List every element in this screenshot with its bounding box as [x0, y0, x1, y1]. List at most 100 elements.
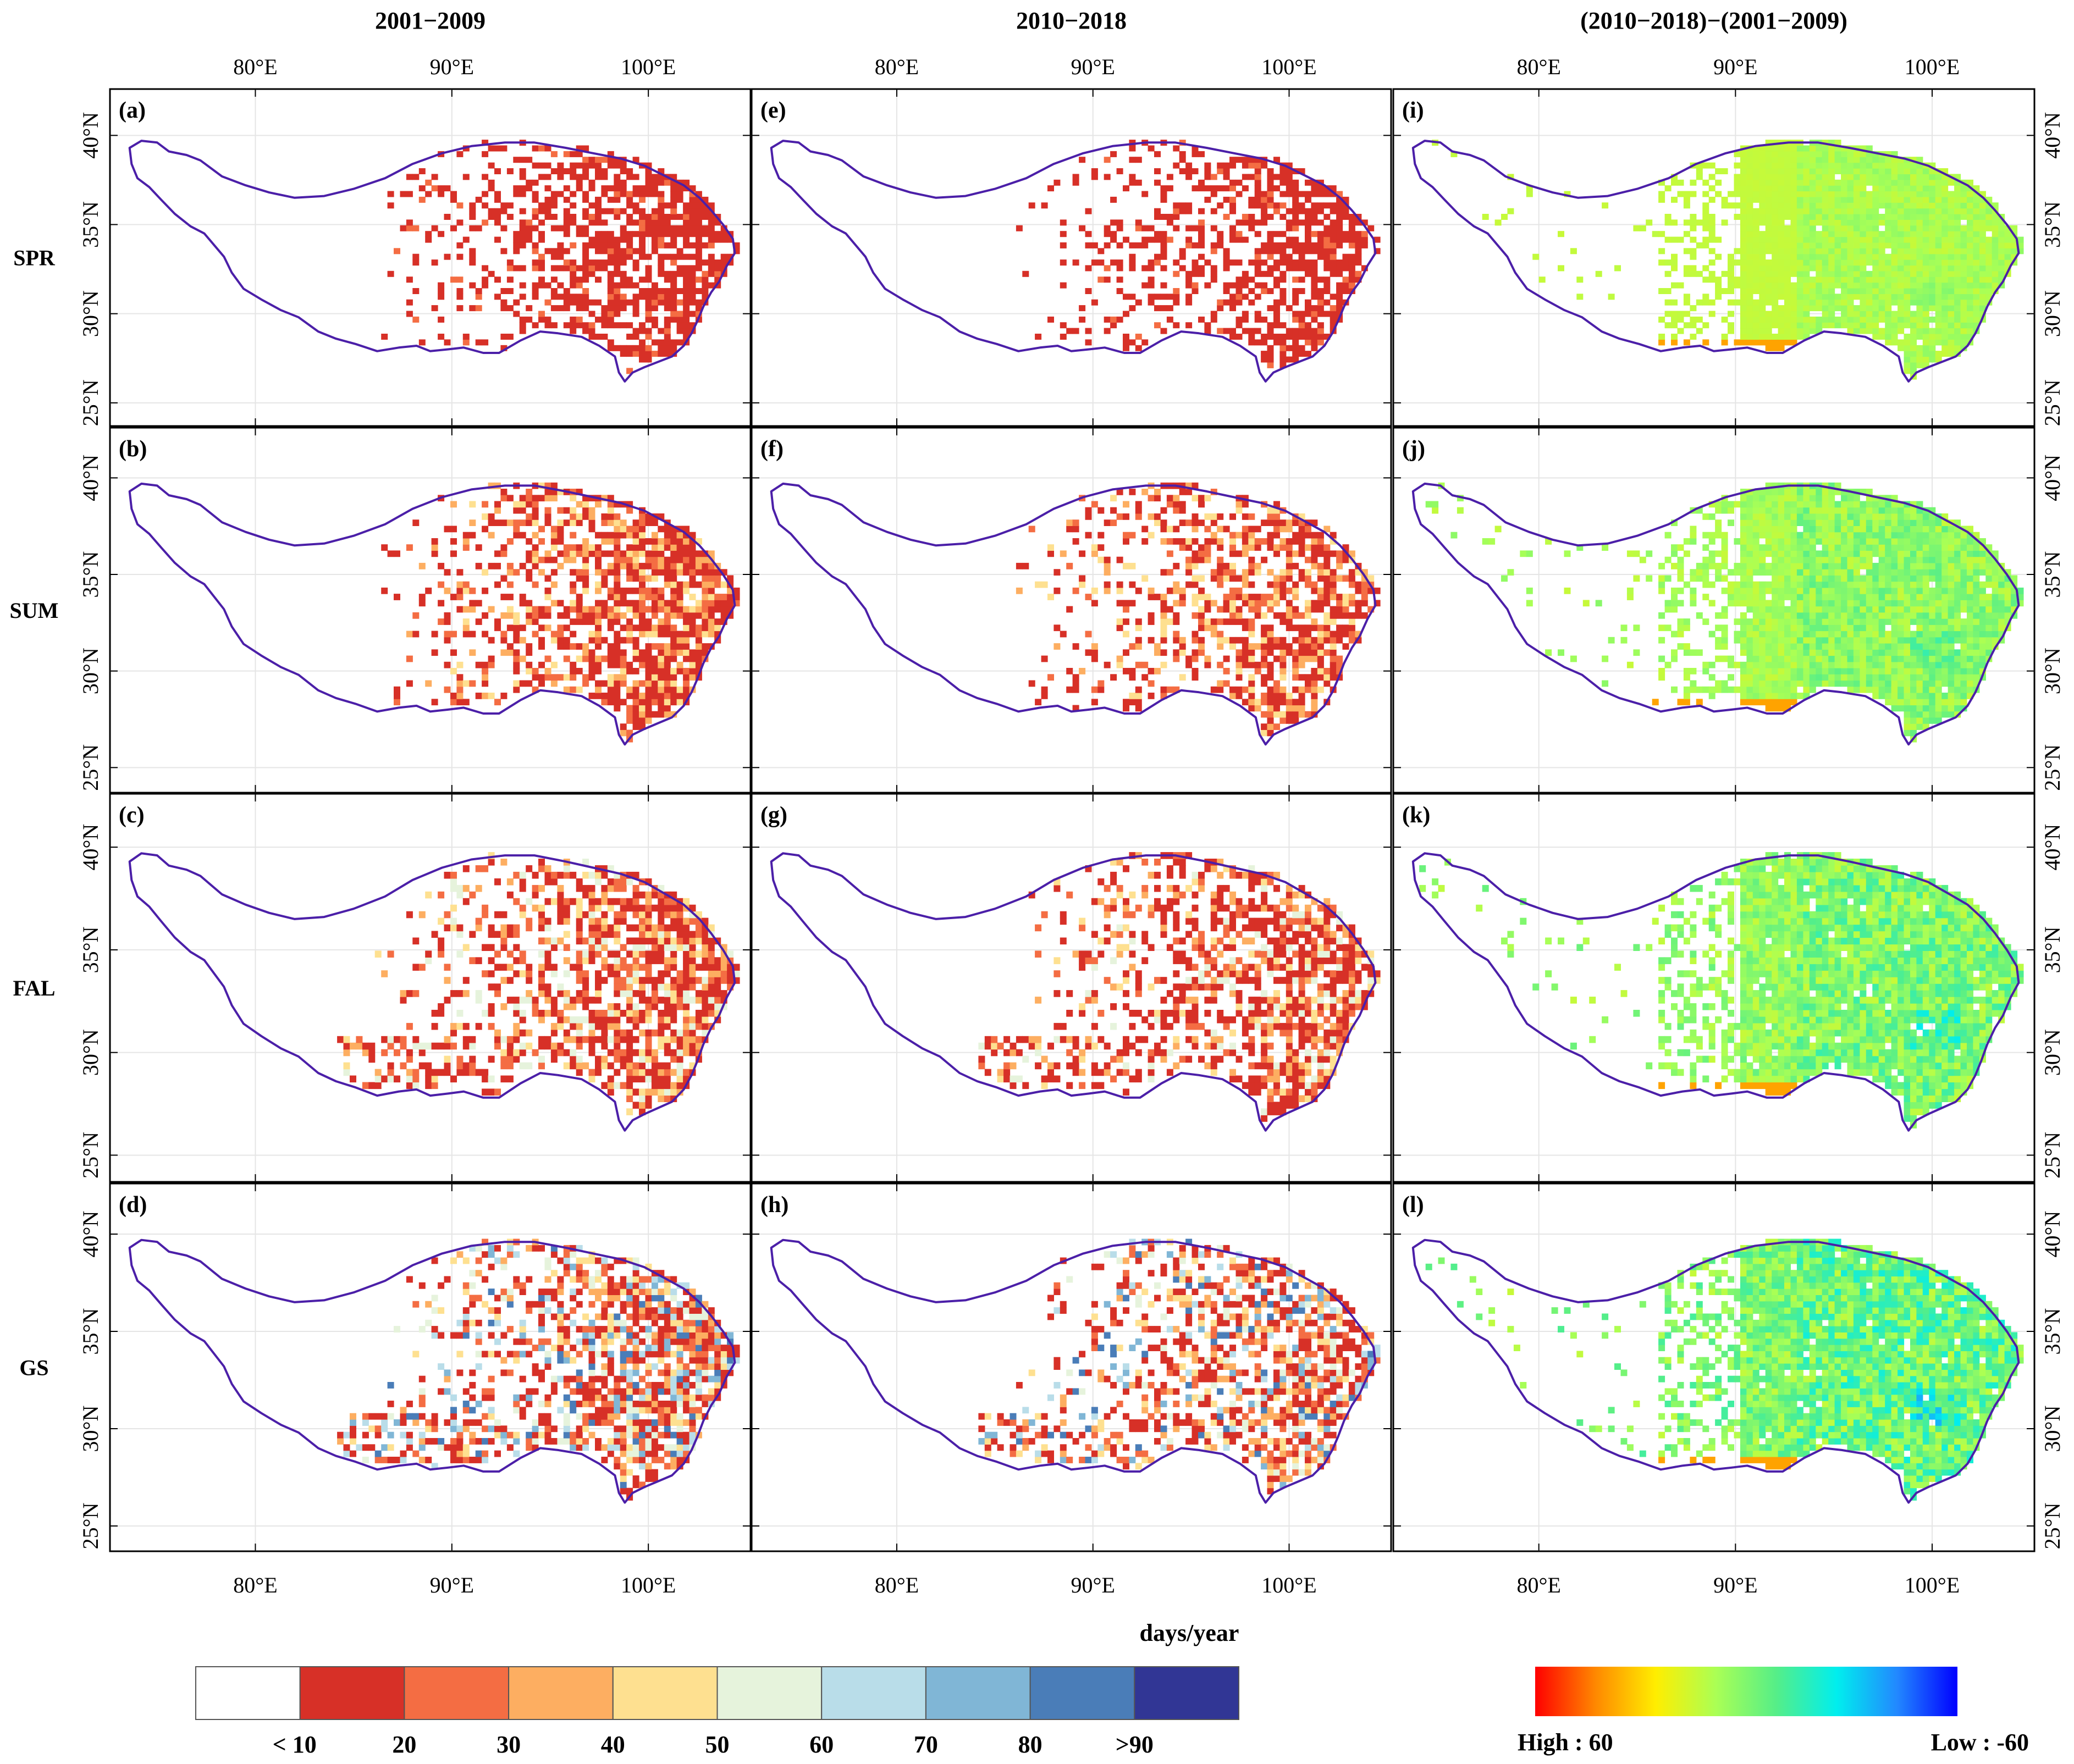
raster-cell — [695, 277, 702, 283]
raster-cell — [1935, 191, 1942, 197]
raster-cell — [683, 544, 690, 551]
raster-cell — [1941, 334, 1949, 340]
raster-cell — [1633, 649, 1640, 656]
raster-cell — [1816, 282, 1823, 289]
raster-cell — [588, 242, 595, 248]
raster-cell — [1752, 587, 1759, 594]
raster-cell — [1822, 277, 1829, 283]
raster-cell — [1885, 236, 1892, 243]
raster-cell — [658, 631, 665, 638]
raster-cell — [1935, 339, 1942, 346]
raster-cell — [1803, 191, 1810, 197]
raster-cell — [1311, 265, 1318, 272]
raster-cell — [1242, 236, 1249, 243]
raster-cell — [1311, 550, 1318, 557]
raster-cell — [1323, 680, 1331, 687]
raster-cell — [462, 606, 470, 613]
raster-cell — [1254, 612, 1261, 619]
raster-cell — [1752, 501, 1759, 508]
raster-cell — [1348, 594, 1355, 600]
raster-cell — [1740, 562, 1747, 569]
raster-cell — [1273, 259, 1280, 266]
raster-cell — [632, 345, 639, 351]
raster-cell — [1796, 334, 1803, 340]
raster-cell — [658, 231, 665, 237]
raster-cell — [1242, 311, 1249, 317]
raster-cell — [727, 236, 734, 243]
raster-cell — [1922, 191, 1929, 197]
raster-cell — [614, 259, 621, 266]
raster-cell — [1696, 168, 1703, 174]
raster-cell — [438, 282, 445, 289]
raster-cell — [645, 519, 652, 526]
raster-cell — [1342, 236, 1349, 243]
raster-cell — [1160, 600, 1167, 607]
raster-cell — [1248, 631, 1255, 638]
raster-cell — [1992, 225, 1999, 231]
raster-cell — [1166, 316, 1173, 323]
raster-cell — [1229, 185, 1236, 192]
raster-cell — [1973, 242, 1980, 248]
raster-cell — [1305, 231, 1311, 237]
raster-cell — [1740, 248, 1747, 255]
raster-cell — [1671, 562, 1678, 569]
raster-cell — [1885, 242, 1892, 248]
raster-cell — [1866, 277, 1873, 283]
raster-cell — [431, 185, 438, 192]
raster-cell — [1317, 569, 1324, 576]
raster-cell — [632, 519, 639, 526]
raster-cell — [1922, 277, 1929, 283]
raster-cell — [720, 236, 727, 243]
raster-cell — [1734, 631, 1741, 638]
raster-cell — [614, 282, 621, 289]
raster-cell — [1292, 686, 1299, 693]
raster-cell — [626, 705, 633, 712]
raster-cell — [1740, 196, 1747, 203]
raster-cell — [1960, 208, 1967, 214]
raster-cell — [1248, 643, 1255, 650]
raster-cell — [494, 507, 501, 514]
raster-cell — [1254, 185, 1261, 192]
raster-cell — [645, 277, 652, 283]
raster-cell — [1192, 600, 1199, 607]
raster-cell — [1336, 606, 1343, 613]
raster-cell — [1317, 288, 1324, 294]
raster-cell — [1746, 606, 1753, 613]
raster-cell — [1336, 668, 1343, 674]
raster-cell — [1317, 236, 1324, 243]
raster-cell — [683, 674, 690, 681]
raster-cell — [1292, 277, 1299, 283]
raster-cell — [1053, 643, 1061, 650]
raster-cell — [1129, 532, 1136, 539]
raster-cell — [1746, 513, 1753, 520]
raster-cell — [438, 316, 445, 323]
raster-cell — [645, 556, 652, 563]
raster-cell — [651, 288, 658, 294]
raster-cell — [651, 680, 658, 687]
raster-cell — [595, 581, 602, 588]
raster-cell — [1348, 219, 1355, 226]
raster-cell — [1060, 231, 1067, 237]
raster-cell — [695, 248, 702, 255]
raster-cell — [1922, 214, 1929, 220]
raster-cell — [1223, 299, 1230, 306]
raster-cell — [607, 550, 614, 557]
raster-cell — [1809, 231, 1816, 237]
raster-cell — [676, 253, 683, 260]
raster-cell — [538, 637, 545, 644]
raster-cell — [1160, 526, 1167, 533]
raster-cell — [544, 489, 551, 495]
raster-cell — [588, 618, 595, 625]
raster-cell — [1872, 174, 1879, 180]
raster-cell — [1954, 231, 1961, 237]
raster-cell — [582, 680, 589, 687]
raster-cell — [1853, 236, 1860, 243]
raster-cell — [639, 711, 646, 718]
raster-cell — [570, 259, 577, 266]
raster-cell — [1922, 259, 1929, 266]
raster-cell — [1235, 277, 1243, 283]
raster-cell — [550, 637, 558, 644]
raster-cell — [1948, 270, 1955, 277]
raster-cell — [708, 594, 715, 600]
raster-cell — [1960, 328, 1967, 334]
